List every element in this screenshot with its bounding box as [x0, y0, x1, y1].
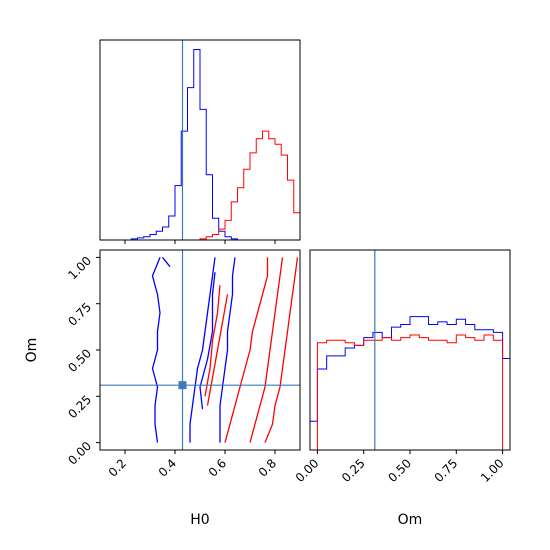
contour-y-tick-label-1: 0.25	[65, 393, 94, 422]
contour-x-tick-label-1: 0.4	[156, 456, 179, 479]
om-x-tick-label-3: 0.75	[432, 456, 461, 485]
om-h0-contour-panel: 0.2 0.4 0.6 0.8 0.00 0.25 0.50 0.75 1.00	[65, 249, 301, 480]
contour-x-tick-label-3: 0.8	[256, 456, 279, 479]
contour-series-0-level-1	[189, 257, 216, 443]
contour-y-tick-label-2: 0.50	[65, 346, 94, 375]
contour-series-0-level-2	[161, 257, 171, 268]
om-histogram-panel: 0.00 0.25 0.50 0.75 1.00	[293, 249, 511, 485]
om-axis-label: Om	[398, 512, 423, 528]
contour-series-0-level-0	[151, 257, 161, 443]
contour-y-tick-label-0: 0.00	[65, 439, 94, 468]
contour-series-0-level-4	[199, 272, 216, 410]
om-histogram-series-0	[309, 316, 511, 450]
contour-y-tick-label-3: 0.75	[65, 300, 94, 329]
contour-series-1-level-3	[204, 285, 221, 397]
contour-truth-marker	[178, 381, 187, 390]
om-histogram-series-1	[310, 334, 510, 451]
contour-x-tick-label-0: 0.2	[106, 456, 129, 479]
contour-series-1-level-1	[249, 257, 284, 443]
contour-series-1-level-4	[206, 294, 229, 406]
contour-x-tick-label-2: 0.6	[206, 456, 229, 479]
om-y-axis-label: Om	[24, 338, 40, 363]
h0-axis-label: H0	[190, 512, 209, 528]
contour-y-tick-label-4: 1.00	[65, 254, 94, 283]
contour-lines	[151, 257, 299, 443]
contour-series-1-level-2	[264, 257, 299, 443]
om-x-tick-label-2: 0.50	[385, 456, 414, 485]
om-x-tick-label-4: 1.00	[478, 456, 507, 485]
contour-series-0-level-3	[219, 257, 236, 443]
contour-background	[100, 250, 300, 450]
om-x-tick-label-1: 0.25	[339, 456, 368, 485]
h0-histogram-panel	[99, 39, 301, 244]
om-x-tick-label-0: 0.00	[293, 456, 322, 485]
om-histogram-background	[310, 250, 510, 450]
contour-series-1-level-0	[224, 257, 269, 443]
h0-histogram-frame	[99, 39, 301, 241]
